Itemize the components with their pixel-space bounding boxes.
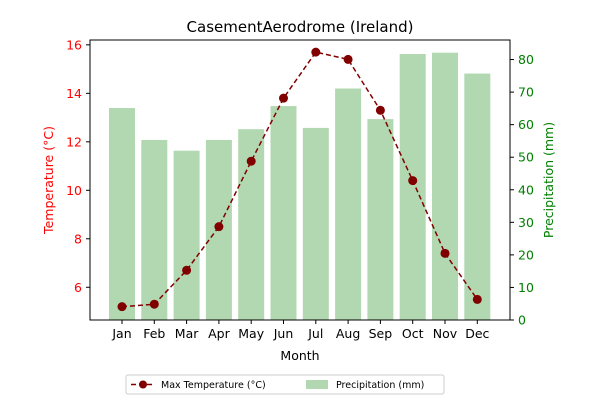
y-axis-left: 6 8 10 12 14 16 bbox=[66, 37, 90, 295]
plot-frame bbox=[89, 39, 511, 321]
x-tick-label: Oct bbox=[402, 326, 424, 341]
precipitation-bar-jan bbox=[109, 108, 135, 320]
y-left-tick-label: 12 bbox=[66, 134, 82, 149]
y-right-tick-label: 80 bbox=[518, 52, 534, 67]
temperature-point-jul bbox=[311, 47, 321, 57]
y-left-tick-label: 14 bbox=[66, 86, 82, 101]
legend: Max Temperature (°C) Precipitation (mm) bbox=[125, 374, 445, 395]
x-tick-label: Mar bbox=[175, 326, 199, 341]
legend-bar-swatch bbox=[306, 380, 328, 389]
temperature-point-aug bbox=[343, 54, 353, 64]
temperature-point-feb bbox=[149, 299, 159, 309]
precipitation-bar-mar bbox=[173, 150, 200, 320]
x-axis-label: Month bbox=[280, 348, 319, 363]
y-right-tick-label: 70 bbox=[518, 85, 534, 100]
y-left-tick-label: 6 bbox=[74, 280, 82, 295]
x-tick-label: Apr bbox=[208, 326, 230, 341]
precipitation-bar-jul bbox=[302, 127, 329, 320]
x-tick-label: Nov bbox=[433, 326, 458, 341]
precipitation-bar-dec bbox=[464, 73, 491, 320]
x-tick-label: Jul bbox=[307, 326, 323, 341]
precipitation-bars bbox=[109, 52, 491, 321]
y-left-tick-label: 16 bbox=[66, 37, 82, 52]
y-right-tick-label: 40 bbox=[518, 182, 534, 197]
precipitation-bar-sep bbox=[367, 119, 394, 321]
y-right-tick-label: 50 bbox=[518, 150, 534, 165]
x-tick-label: Sep bbox=[369, 326, 393, 341]
precipitation-bar-nov bbox=[432, 52, 458, 321]
y-left-tick-label: 8 bbox=[74, 231, 82, 246]
temperature-point-oct bbox=[408, 176, 418, 186]
legend-label-temperature: Max Temperature (°C) bbox=[161, 380, 266, 391]
temperature-point-mar bbox=[182, 265, 192, 275]
precipitation-bar-aug bbox=[335, 88, 362, 320]
y-right-tick-label: 20 bbox=[518, 247, 534, 262]
precipitation-bar-oct bbox=[399, 54, 426, 320]
precipitation-bar-feb bbox=[141, 139, 168, 320]
temperature-point-jun bbox=[279, 93, 288, 103]
temperature-point-jan bbox=[117, 302, 127, 312]
temperature-point-dec bbox=[472, 294, 482, 304]
y-right-tick-label: 60 bbox=[518, 117, 534, 132]
x-tick-label: Aug bbox=[336, 326, 360, 341]
legend-box bbox=[125, 374, 445, 395]
y-axis-right: 0 10 20 30 40 50 60 70 80 bbox=[510, 52, 534, 328]
temperature-point-apr bbox=[214, 222, 224, 232]
y-left-tick-label: 10 bbox=[66, 183, 82, 198]
x-axis: Jan Feb Mar Apr May Jun Jul Aug Sep Oct Nov Dec bbox=[111, 320, 490, 341]
x-tick-label: Jun bbox=[273, 326, 294, 341]
temperature-line bbox=[117, 47, 482, 312]
temperature-point-nov bbox=[440, 248, 450, 258]
y-right-tick-label: 10 bbox=[518, 280, 534, 295]
x-tick-label: Feb bbox=[143, 326, 165, 341]
x-tick-label: Jan bbox=[111, 326, 131, 341]
temperature-point-may bbox=[246, 156, 256, 166]
legend-marker-swatch bbox=[139, 380, 147, 389]
temperature-series-line bbox=[121, 51, 478, 308]
y-axis-left-label: Temperature (°C) bbox=[41, 126, 56, 235]
precipitation-bar-jun bbox=[270, 106, 297, 321]
x-tick-label: May bbox=[238, 326, 264, 341]
x-tick-label: Dec bbox=[465, 326, 489, 341]
temperature-point-sep bbox=[375, 105, 385, 115]
y-right-tick-label: 0 bbox=[518, 313, 526, 328]
legend-label-precipitation: Precipitation (mm) bbox=[336, 380, 424, 391]
y-axis-right-label: Precipitation (mm) bbox=[541, 122, 556, 238]
chart-title: CasementAerodrome (Ireland) bbox=[187, 18, 414, 36]
y-right-tick-label: 30 bbox=[518, 215, 534, 230]
